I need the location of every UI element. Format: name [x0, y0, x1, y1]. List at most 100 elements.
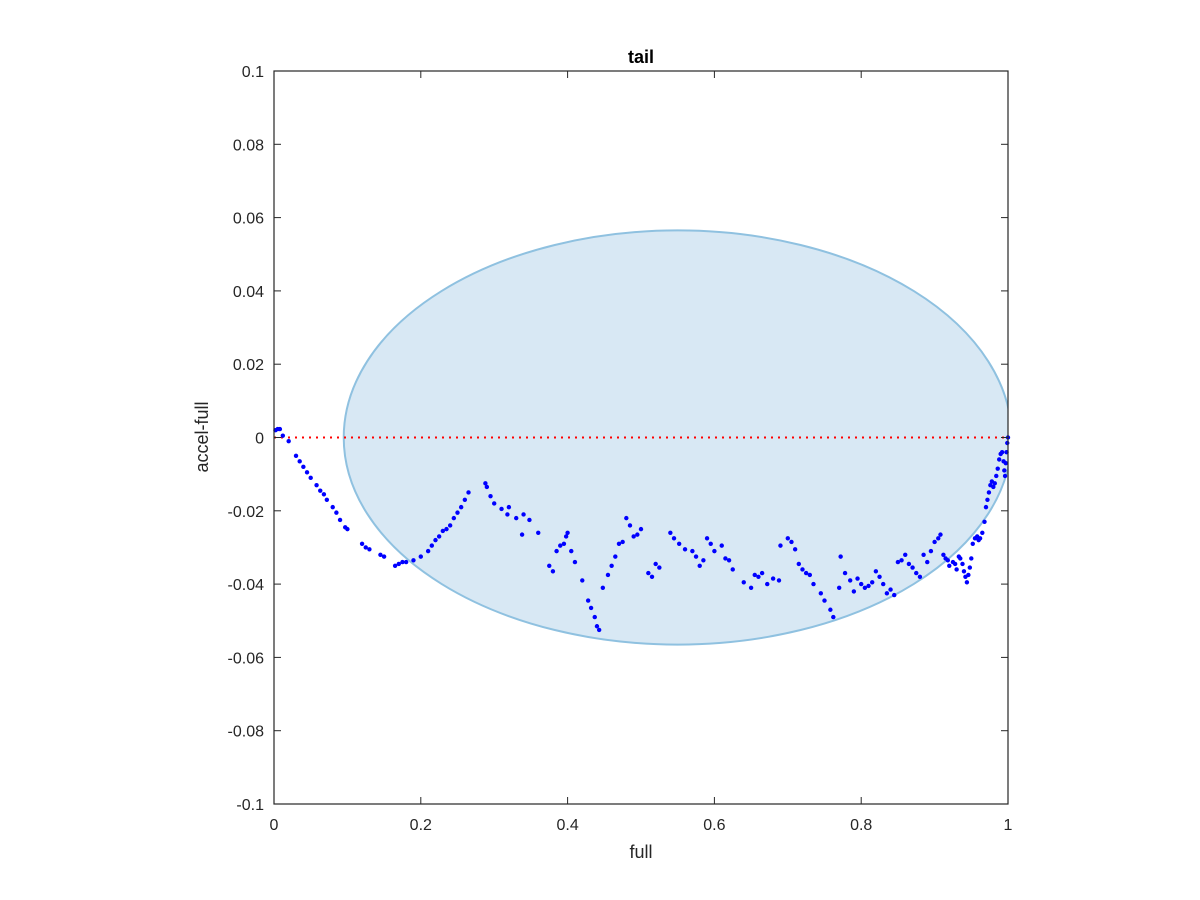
data-point [778, 543, 783, 548]
data-point [1003, 460, 1008, 466]
data-point [803, 570, 809, 576]
data-point [301, 464, 306, 470]
data-point [554, 548, 559, 554]
y-tick-label: 0.06 [233, 211, 264, 228]
data-point [730, 567, 735, 572]
data-point [958, 556, 963, 561]
data-point [462, 497, 468, 503]
data-point [280, 433, 286, 438]
data-point [961, 569, 967, 574]
data-point [324, 497, 330, 503]
y-tick-label: -0.02 [228, 504, 265, 521]
data-point [378, 552, 383, 557]
data-point [624, 515, 629, 521]
x-tick-label: 1 [1004, 817, 1013, 834]
data-point [488, 493, 493, 499]
data-point [964, 580, 970, 585]
data-point [888, 587, 893, 592]
data-point [308, 475, 313, 481]
data-point [947, 563, 952, 568]
data-point [381, 554, 387, 559]
data-point [627, 523, 633, 528]
data-point [925, 559, 930, 565]
confidence-ellipse [342, 229, 1008, 646]
y-tick-label: -0.06 [228, 650, 265, 667]
data-point [770, 576, 776, 581]
data-point [921, 552, 926, 557]
data-point [499, 506, 504, 512]
data-point [359, 541, 365, 546]
data-point [992, 481, 997, 486]
data-point [676, 541, 682, 546]
data-point [789, 539, 794, 545]
data-point [293, 453, 299, 459]
data-point [314, 482, 319, 488]
data-point [752, 572, 757, 578]
data-point [429, 543, 435, 548]
data-point [396, 561, 401, 567]
data-point [580, 578, 585, 583]
data-point [881, 581, 886, 587]
data-point [600, 585, 606, 590]
data-point [411, 558, 416, 563]
data-point [828, 607, 833, 612]
data-point [592, 614, 597, 620]
data-point [954, 567, 959, 572]
data-point [985, 497, 990, 503]
data-point [999, 449, 1005, 455]
data-point [330, 504, 335, 510]
x-tick-label: 0.2 [410, 817, 432, 834]
data-point [321, 492, 327, 497]
data-point [697, 563, 702, 568]
data-point [334, 510, 339, 515]
data-point [966, 572, 971, 578]
data-point [519, 532, 525, 537]
data-point [521, 512, 526, 517]
data-point [836, 585, 842, 590]
data-point [928, 548, 934, 554]
data-point [741, 580, 746, 585]
data-point [960, 561, 965, 567]
data-point [466, 490, 471, 495]
data-point [1005, 440, 1010, 446]
data-point [759, 570, 765, 576]
data-point [991, 484, 996, 490]
y-tick-label: 0.02 [233, 357, 264, 374]
data-point [483, 481, 488, 486]
data-point [945, 558, 951, 563]
data-point [682, 547, 688, 552]
data-point [1002, 473, 1008, 479]
data-point [847, 578, 853, 583]
data-point [550, 569, 556, 574]
data-point [906, 561, 912, 567]
data-point [588, 605, 594, 611]
data-point [785, 536, 790, 541]
data-point [914, 570, 919, 576]
data-point [776, 578, 782, 583]
data-point [403, 559, 409, 565]
data-point [938, 532, 943, 537]
x-tick-label: 0.8 [850, 817, 872, 834]
data-point [862, 585, 868, 590]
data-point [917, 574, 923, 579]
data-point [873, 569, 879, 574]
data-point [563, 534, 569, 539]
y-tick-label: -0.1 [236, 797, 264, 814]
data-point [561, 541, 567, 546]
data-point [649, 574, 655, 579]
data-point [657, 565, 662, 570]
data-point [527, 517, 532, 523]
data-point [690, 548, 695, 554]
data-point [605, 572, 611, 578]
data-point [569, 548, 574, 554]
data-point [440, 528, 446, 534]
data-point [594, 624, 600, 629]
data-point [484, 484, 490, 490]
data-point [433, 537, 438, 543]
data-point [967, 565, 973, 570]
data-point [514, 515, 519, 521]
data-point [565, 530, 570, 535]
y-tick-label: 0.04 [233, 284, 264, 301]
data-point [638, 526, 644, 532]
